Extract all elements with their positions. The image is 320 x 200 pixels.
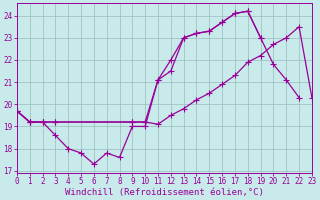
X-axis label: Windchill (Refroidissement éolien,°C): Windchill (Refroidissement éolien,°C) [65,188,264,197]
